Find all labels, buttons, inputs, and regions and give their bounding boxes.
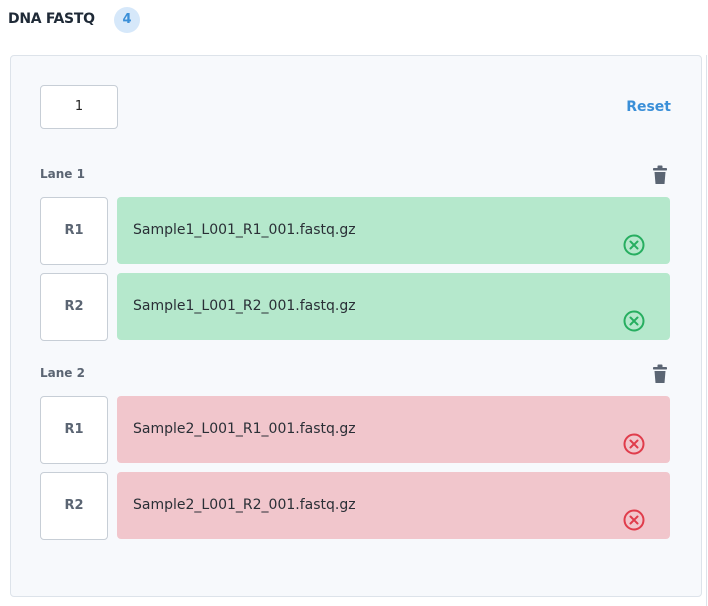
file-row: Sample2_L001_R2_001.fastq.gz (117, 472, 670, 539)
file-name: Sample1_L001_R1_001.fastq.gz (133, 222, 356, 238)
read-label: R1 (40, 396, 108, 464)
file-row: Sample1_L001_R2_001.fastq.gz (117, 273, 670, 340)
delete-lane[interactable] (652, 364, 668, 388)
reset-button[interactable]: Reset (626, 99, 671, 115)
remove-file[interactable] (623, 494, 645, 561)
file-name: Sample2_L001_R1_001.fastq.gz (133, 421, 356, 437)
divider (706, 55, 707, 606)
count-badge: 4 (114, 7, 140, 33)
remove-file[interactable] (623, 219, 645, 286)
file-row: Sample1_L001_R1_001.fastq.gz (117, 197, 670, 264)
delete-lane[interactable] (652, 165, 668, 189)
file-name: Sample2_L001_R2_001.fastq.gz (133, 497, 356, 513)
section-title: DNA FASTQ (8, 11, 95, 27)
lane-label: Lane 1 (40, 167, 85, 181)
lane-label: Lane 2 (40, 366, 85, 380)
remove-file[interactable] (623, 418, 645, 485)
file-name: Sample1_L001_R2_001.fastq.gz (133, 298, 356, 314)
read-label: R1 (40, 197, 108, 265)
read-label: R2 (40, 472, 108, 540)
read-label: R2 (40, 273, 108, 341)
lane-count-input[interactable]: 1 (40, 85, 118, 129)
file-row: Sample2_L001_R1_001.fastq.gz (117, 396, 670, 463)
remove-file[interactable] (623, 295, 645, 362)
